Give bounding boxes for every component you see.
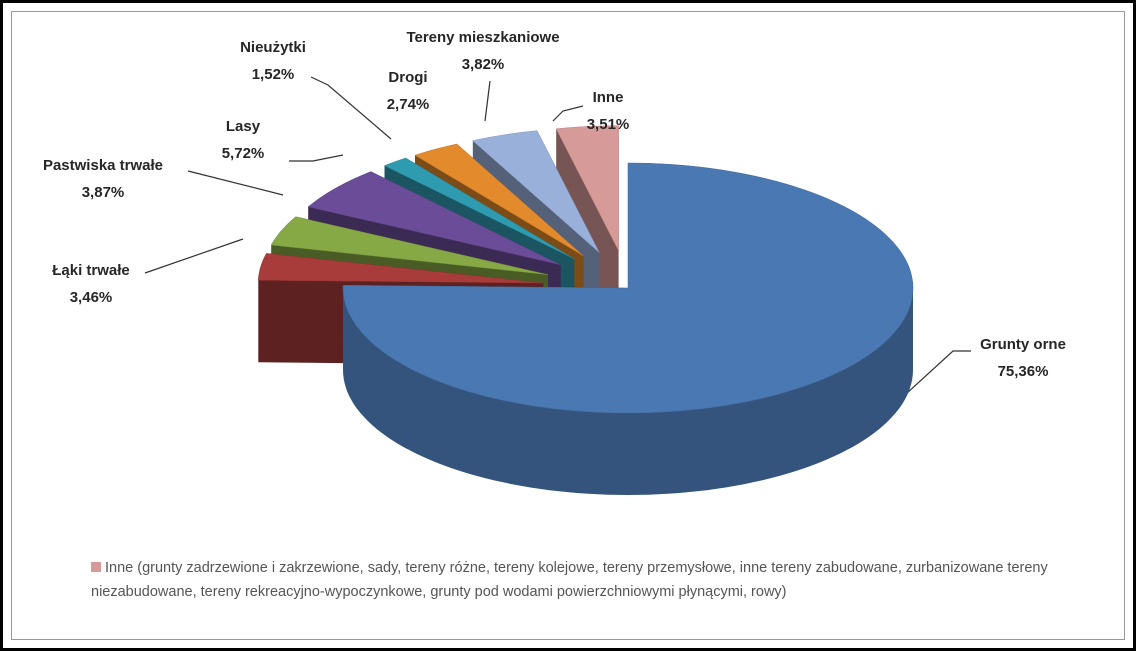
leader-line xyxy=(289,154,344,162)
slice-value-label: 3,82% xyxy=(462,56,505,73)
slice xyxy=(555,125,619,251)
legend-text: Inne (grunty zadrzewione i zakrzewione, … xyxy=(91,560,1048,600)
leader-line xyxy=(310,76,392,140)
slice-label: Drogi xyxy=(388,69,427,86)
slice-rim xyxy=(343,288,913,495)
slice-label: Pastwiska trwałe xyxy=(43,157,163,174)
slice-label: Inne xyxy=(593,89,624,106)
slice xyxy=(342,162,914,414)
leader-line xyxy=(552,105,584,122)
slice xyxy=(383,157,575,260)
slice-label: Nieużytki xyxy=(240,39,306,56)
slice xyxy=(472,130,600,253)
slice-value-label: 2,74% xyxy=(387,96,430,113)
slice-value-label: 75,36% xyxy=(998,363,1049,380)
legend: Inne (grunty zadrzewione i zakrzewione, … xyxy=(91,556,1101,604)
slice xyxy=(307,171,561,266)
leader-line xyxy=(187,170,284,196)
slice-label: Grunty orne xyxy=(980,336,1066,353)
leader-line xyxy=(144,238,244,274)
slice xyxy=(270,216,549,275)
slice-label: Tereny mieszkaniowe xyxy=(406,29,559,46)
slice-value-label: 5,72% xyxy=(222,145,265,162)
slice-label: Łąki trwałe xyxy=(52,262,130,279)
slice xyxy=(414,143,584,257)
plot-area xyxy=(11,11,1125,640)
slice-value-label: 3,46% xyxy=(70,289,113,306)
leader-line xyxy=(484,80,491,122)
chart: Grunty orne 75,36% Łąki trwałe 3,46% Pastwis… xyxy=(43,29,1066,495)
legend-key xyxy=(91,562,101,572)
slice-value-label: 1,52% xyxy=(252,66,295,83)
slice-value-label: 3,51% xyxy=(587,116,630,133)
slice-value-label: 3,87% xyxy=(82,184,125,201)
slice xyxy=(258,253,544,284)
slice-label: Lasy xyxy=(226,118,261,135)
